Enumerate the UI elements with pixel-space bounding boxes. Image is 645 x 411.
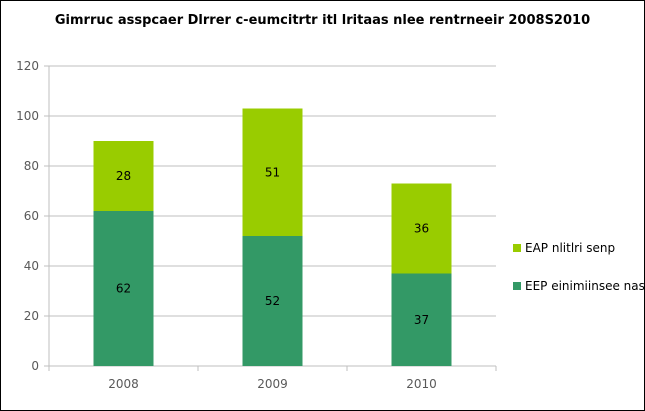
data-label: 36 <box>414 222 429 236</box>
y-tick-label: 60 <box>24 209 39 223</box>
x-tick-label: 2009 <box>257 377 288 391</box>
bar <box>391 273 452 366</box>
x-tick-label: 2010 <box>406 377 437 391</box>
data-label: 51 <box>265 165 280 179</box>
bar <box>242 108 303 236</box>
y-tick-label: 100 <box>16 109 39 123</box>
legend-swatch <box>513 244 521 252</box>
chart-title: Gimrruc asspcaer Dlrrer c-eumcitrtr itl … <box>54 13 591 28</box>
data-label: 28 <box>116 169 131 183</box>
y-tick-label: 0 <box>31 359 39 373</box>
data-label: 62 <box>116 282 131 296</box>
x-tick-label: 2008 <box>108 377 139 391</box>
legend-swatch <box>513 282 521 290</box>
bar <box>242 236 303 366</box>
legend-label: EEP einimiinsee nasi <box>525 279 644 293</box>
legend-label: EAP nlitlri senp <box>525 241 615 255</box>
bar <box>93 141 154 211</box>
y-tick-label: 20 <box>24 309 39 323</box>
y-tick-label: 40 <box>24 259 39 273</box>
data-label: 52 <box>265 294 280 308</box>
y-tick-label: 120 <box>16 59 39 73</box>
data-label: 37 <box>414 313 429 327</box>
bar <box>391 183 452 274</box>
y-tick-label: 80 <box>24 159 39 173</box>
bar <box>93 211 154 366</box>
